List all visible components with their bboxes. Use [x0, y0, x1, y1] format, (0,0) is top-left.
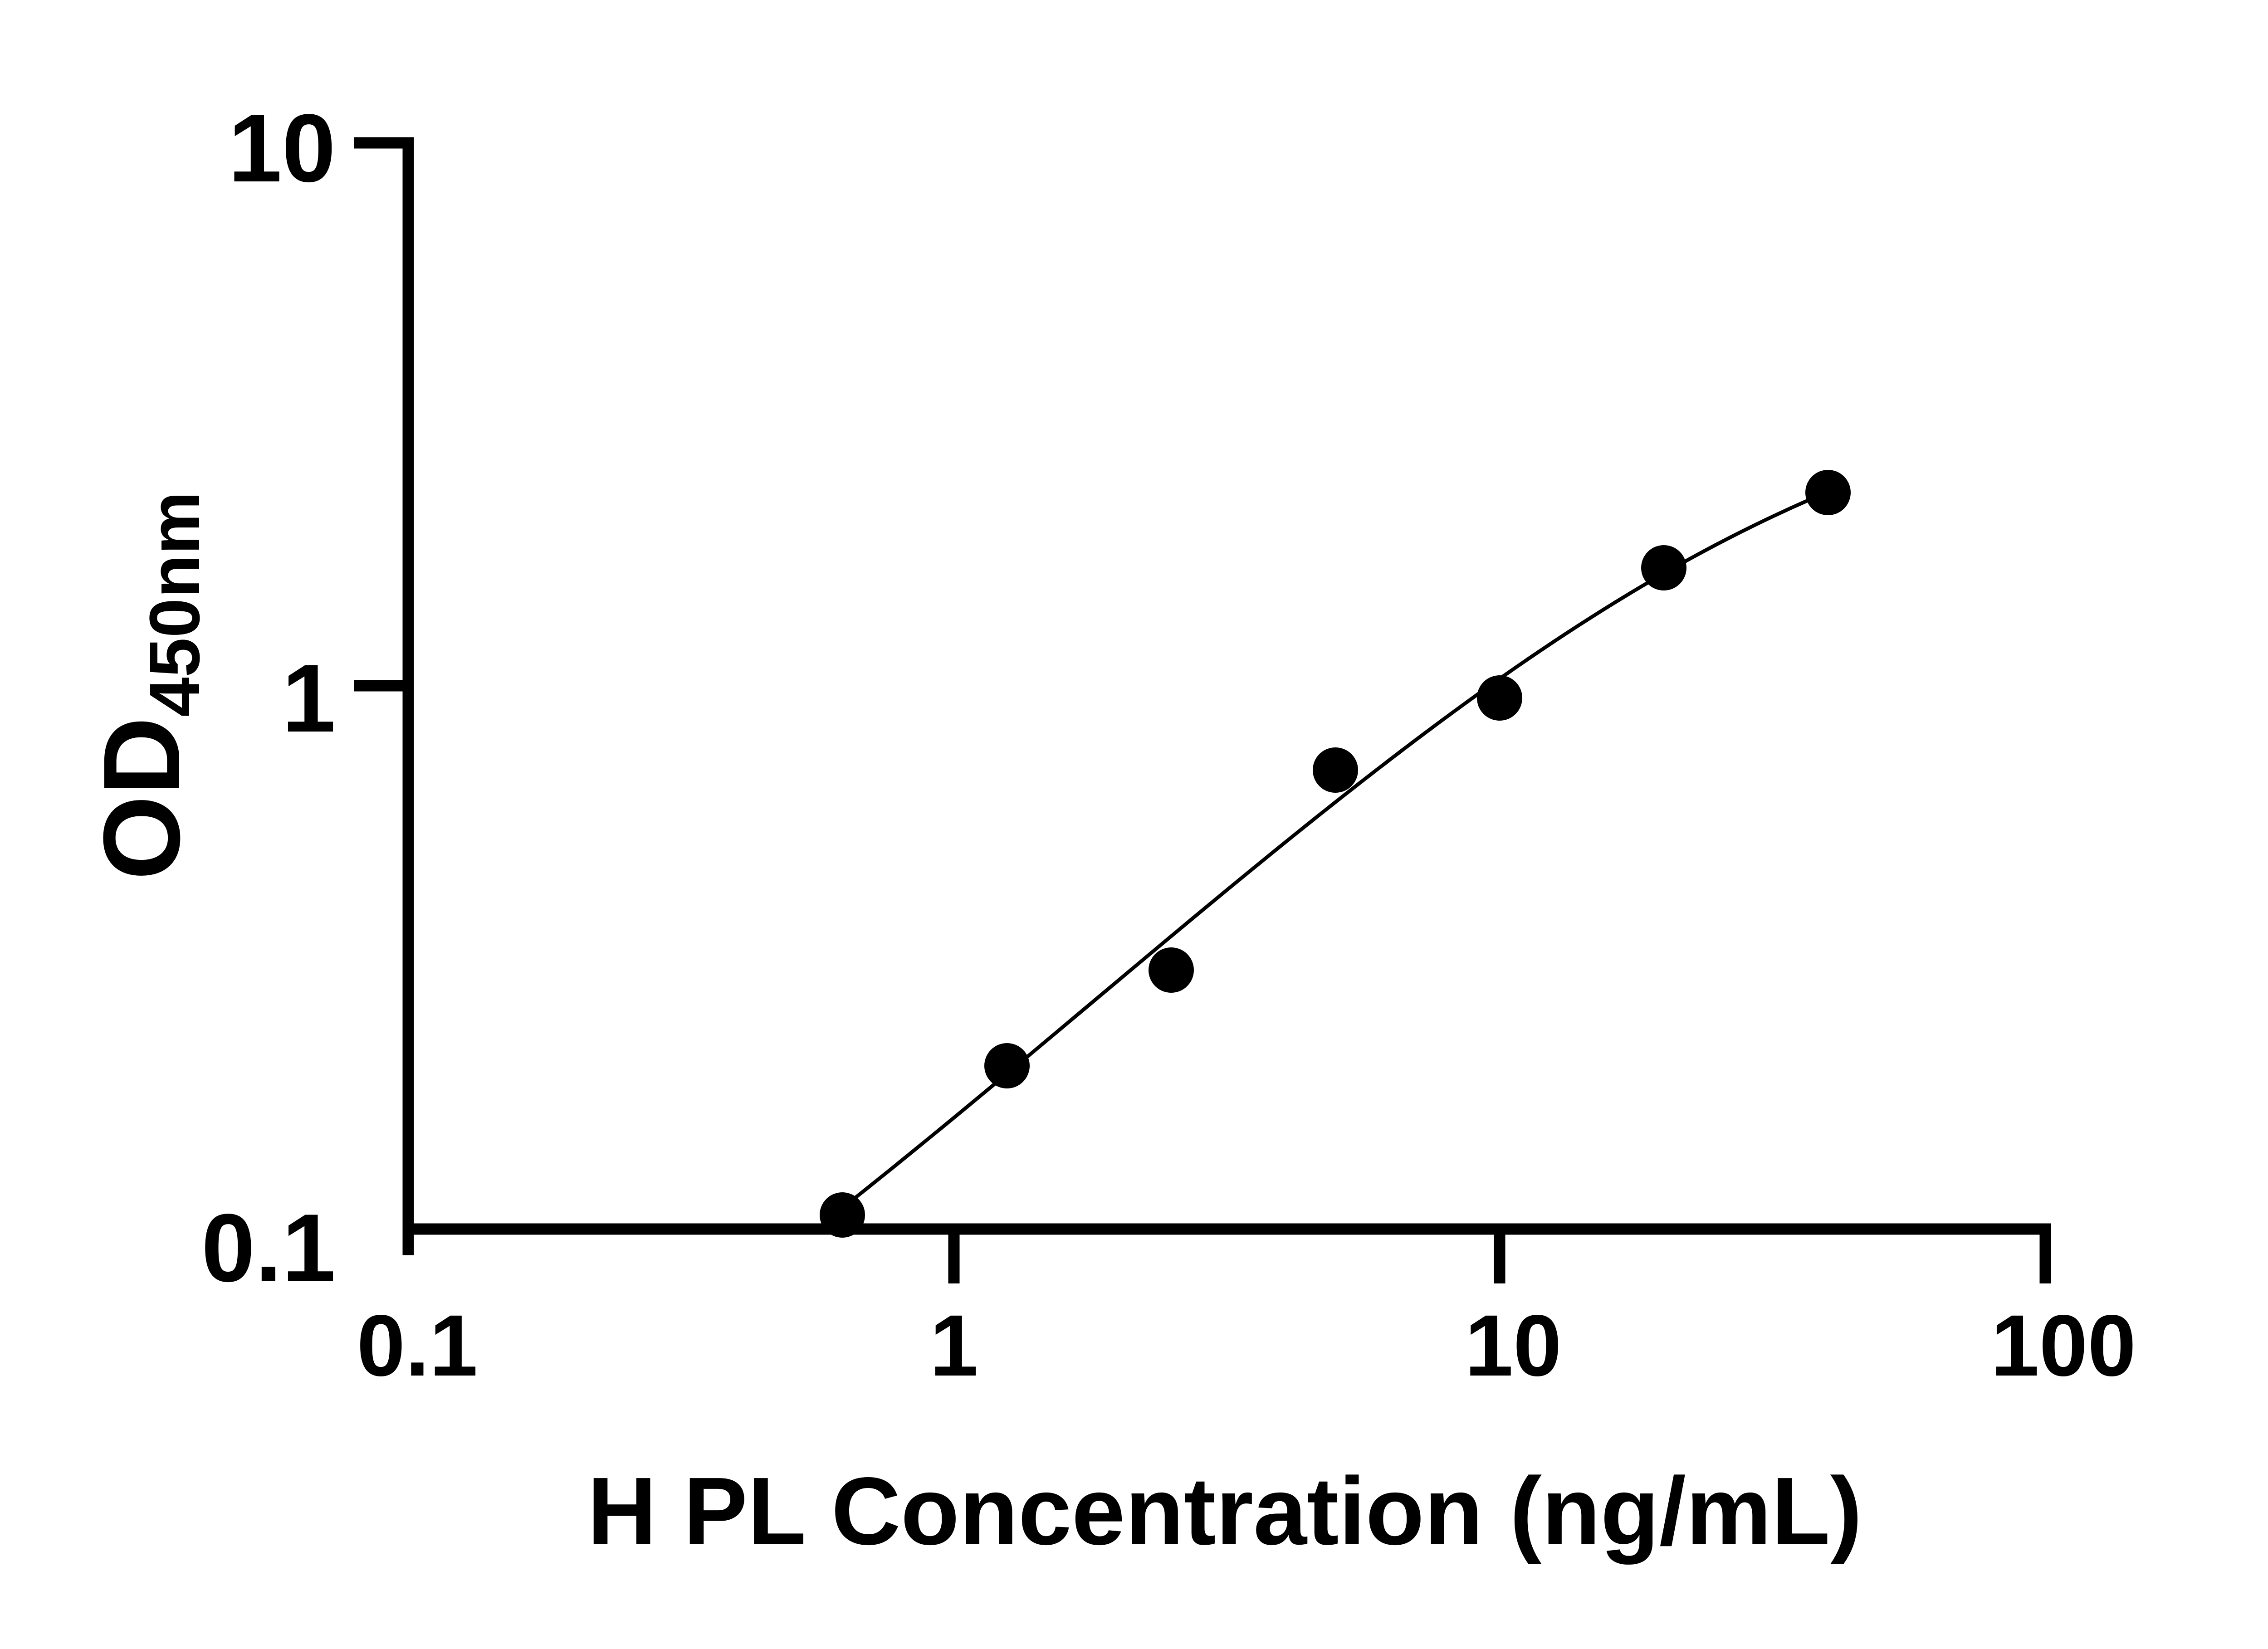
svg-text:1: 1 — [930, 1297, 978, 1394]
svg-text:10: 10 — [228, 94, 336, 202]
svg-text:1: 1 — [282, 644, 336, 752]
svg-text:100: 100 — [1991, 1297, 2136, 1394]
svg-text:0.1: 0.1 — [357, 1297, 478, 1394]
svg-text:10: 10 — [1465, 1297, 1562, 1394]
svg-text:H PL Concentration (ng/mL): H PL Concentration (ng/mL) — [587, 1457, 1862, 1565]
svg-text:0.1: 0.1 — [201, 1194, 336, 1302]
